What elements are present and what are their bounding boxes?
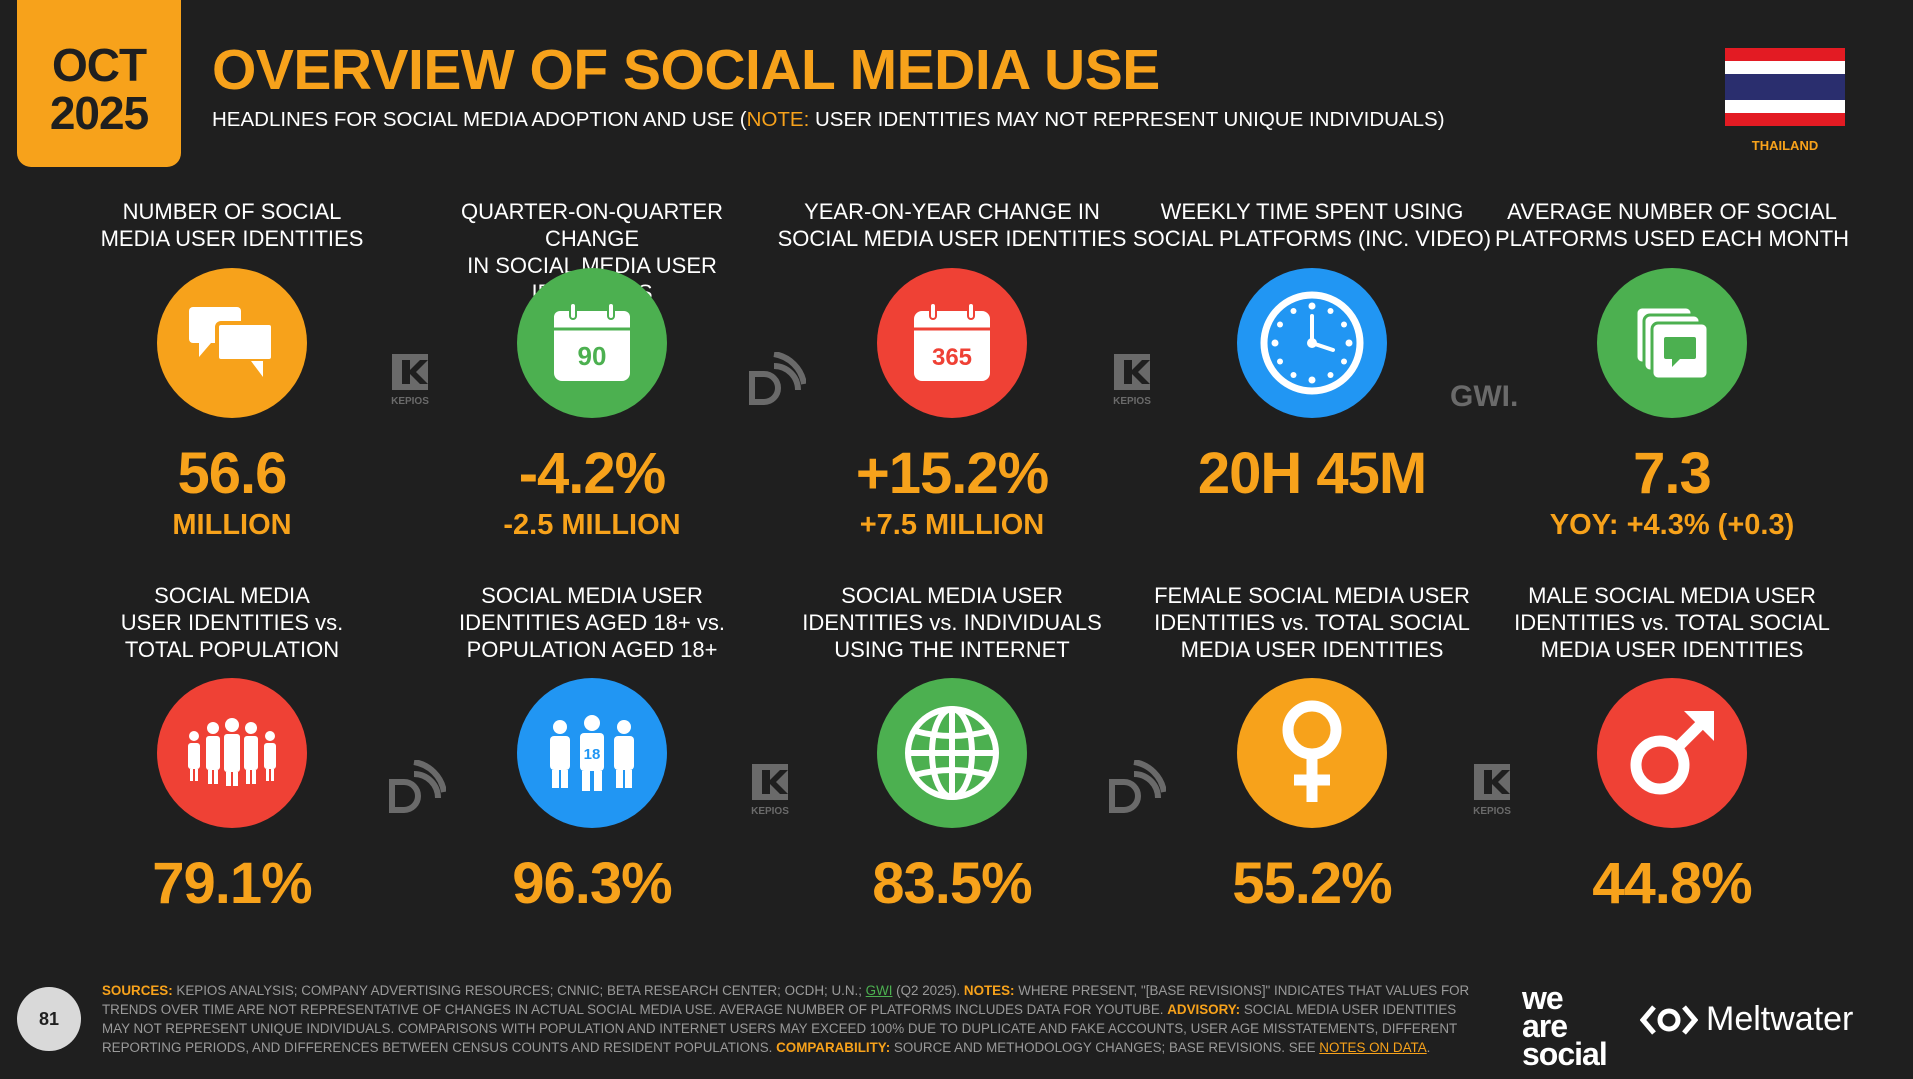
stat-sub: MILLION <box>172 509 292 541</box>
notes-on-data-link[interactable]: NOTES ON DATA <box>1319 1040 1427 1055</box>
kepios-logo: KEPIOS <box>748 762 794 825</box>
kepios-logo: KEPIOS <box>1470 762 1516 825</box>
datareportal-logo-icon <box>1106 759 1167 821</box>
people-18-icon: 18 <box>517 678 667 828</box>
svg-text:18: 18 <box>584 746 601 763</box>
people-group-icon <box>157 678 307 828</box>
stat-sub: YOY: +4.3% (+0.3) <box>1549 509 1795 541</box>
svg-text:KEPIOS: KEPIOS <box>1113 396 1151 407</box>
stat-value: 44.8% <box>1592 851 1752 916</box>
page-title: OVERVIEW OF SOCIAL MEDIA USE <box>212 38 1160 102</box>
svg-text:365: 365 <box>932 344 972 371</box>
kepios-logo: KEPIOS <box>1110 352 1156 415</box>
date-year: 2025 <box>49 87 149 139</box>
svg-text:KEPIOS: KEPIOS <box>751 806 789 817</box>
calendar-90-icon: 90 <box>517 268 667 418</box>
gwi-logo: GWI. <box>1450 380 1519 413</box>
svg-text:KEPIOS: KEPIOS <box>1473 806 1511 817</box>
svg-text:KEPIOS: KEPIOS <box>391 396 429 407</box>
gwi-link[interactable]: GWI <box>865 983 893 998</box>
country-label: THAILAND <box>1751 138 1819 153</box>
stat-value: 83.5% <box>872 851 1032 916</box>
calendar-365-icon: 365 <box>877 268 1027 418</box>
stat-value: 20H 45M <box>1197 441 1427 506</box>
meltwater-mark-icon <box>1640 1004 1698 1035</box>
svg-text:90: 90 <box>578 341 607 371</box>
female-symbol-icon <box>1237 678 1387 828</box>
clock-icon <box>1237 268 1387 418</box>
we-are-social-logo: we are social <box>1522 980 1608 1072</box>
meltwater-logo: Meltwater <box>1640 1000 1853 1039</box>
page-number: 81 <box>17 987 81 1051</box>
stat-value: 56.6 <box>177 441 288 506</box>
stat-value: +15.2% <box>855 441 1049 506</box>
stat-value: -4.2% <box>518 441 667 506</box>
globe-icon <box>877 678 1027 828</box>
stat-value: 7.3 <box>1633 441 1712 506</box>
speech-bubbles-icon <box>157 268 307 418</box>
stat-value: 96.3% <box>512 851 672 916</box>
stat-sub: +7.5 MILLION <box>859 509 1045 541</box>
stacked-cards-icon <box>1597 268 1747 418</box>
thailand-flag-icon <box>1725 48 1845 126</box>
footnote-sources: SOURCES: KEPIOS ANALYSIS; COMPANY ADVERT… <box>102 983 1470 1055</box>
male-symbol-icon <box>1597 678 1747 828</box>
date-month: OCT <box>51 39 147 91</box>
stat-value: 55.2% <box>1232 851 1392 916</box>
datareportal-logo-icon <box>746 351 807 413</box>
kepios-logo: KEPIOS <box>388 352 434 415</box>
page-subtitle: HEADLINES FOR SOCIAL MEDIA ADOPTION AND … <box>212 108 1445 131</box>
datareportal-logo-icon <box>386 759 447 821</box>
stat-value: 79.1% <box>152 851 312 916</box>
stat-sub: -2.5 MILLION <box>503 509 681 541</box>
date-badge: OCT 2025 <box>17 0 181 167</box>
